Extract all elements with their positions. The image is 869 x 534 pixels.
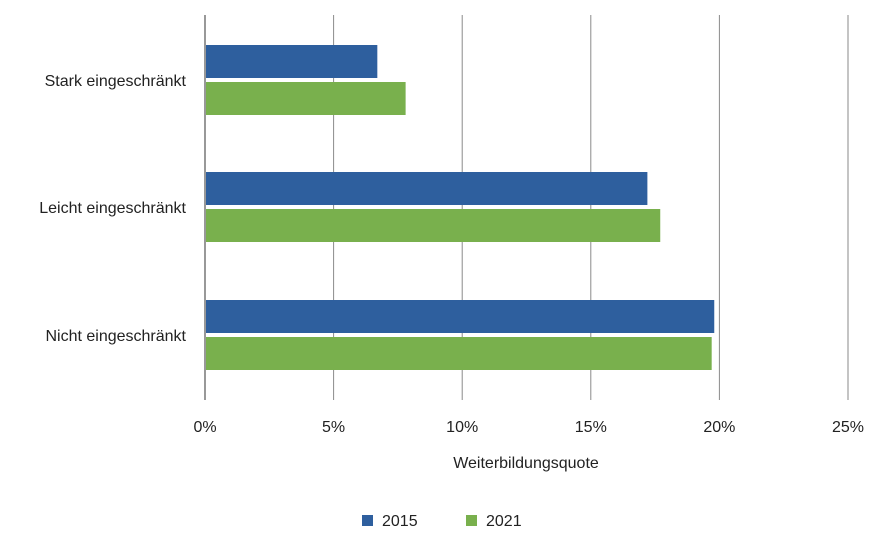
bar-2021 [206, 209, 661, 242]
bar-2021 [206, 337, 712, 370]
legend-label: 2021 [486, 513, 522, 530]
bar-2021 [206, 82, 406, 115]
bar-2015 [206, 172, 648, 205]
legend-swatch-2021 [466, 515, 477, 526]
x-tick-label: 0% [193, 419, 216, 436]
x-axis-title: Weiterbildungsquote [453, 455, 599, 472]
bars [206, 45, 715, 370]
x-tick-label: 15% [575, 419, 607, 436]
bar-2015 [206, 300, 715, 333]
category-label: Stark eingeschränkt [45, 73, 187, 90]
category-label: Nicht eingeschränkt [45, 328, 186, 345]
x-tick-label: 25% [832, 419, 864, 436]
bar-2015 [206, 45, 378, 78]
category-labels: Stark eingeschränkt Leicht eingeschränkt N… [39, 73, 186, 345]
legend: 2015 2021 [362, 513, 522, 530]
x-tick-label: 20% [703, 419, 735, 436]
x-tick-label: 10% [446, 419, 478, 436]
x-tick-labels: 0% 5% 10% 15% 20% 25% [193, 419, 864, 436]
category-label: Leicht eingeschränkt [39, 200, 186, 217]
x-tick-label: 5% [322, 419, 345, 436]
gridlines [204, 15, 849, 400]
legend-label: 2015 [382, 513, 418, 530]
legend-swatch-2015 [362, 515, 373, 526]
